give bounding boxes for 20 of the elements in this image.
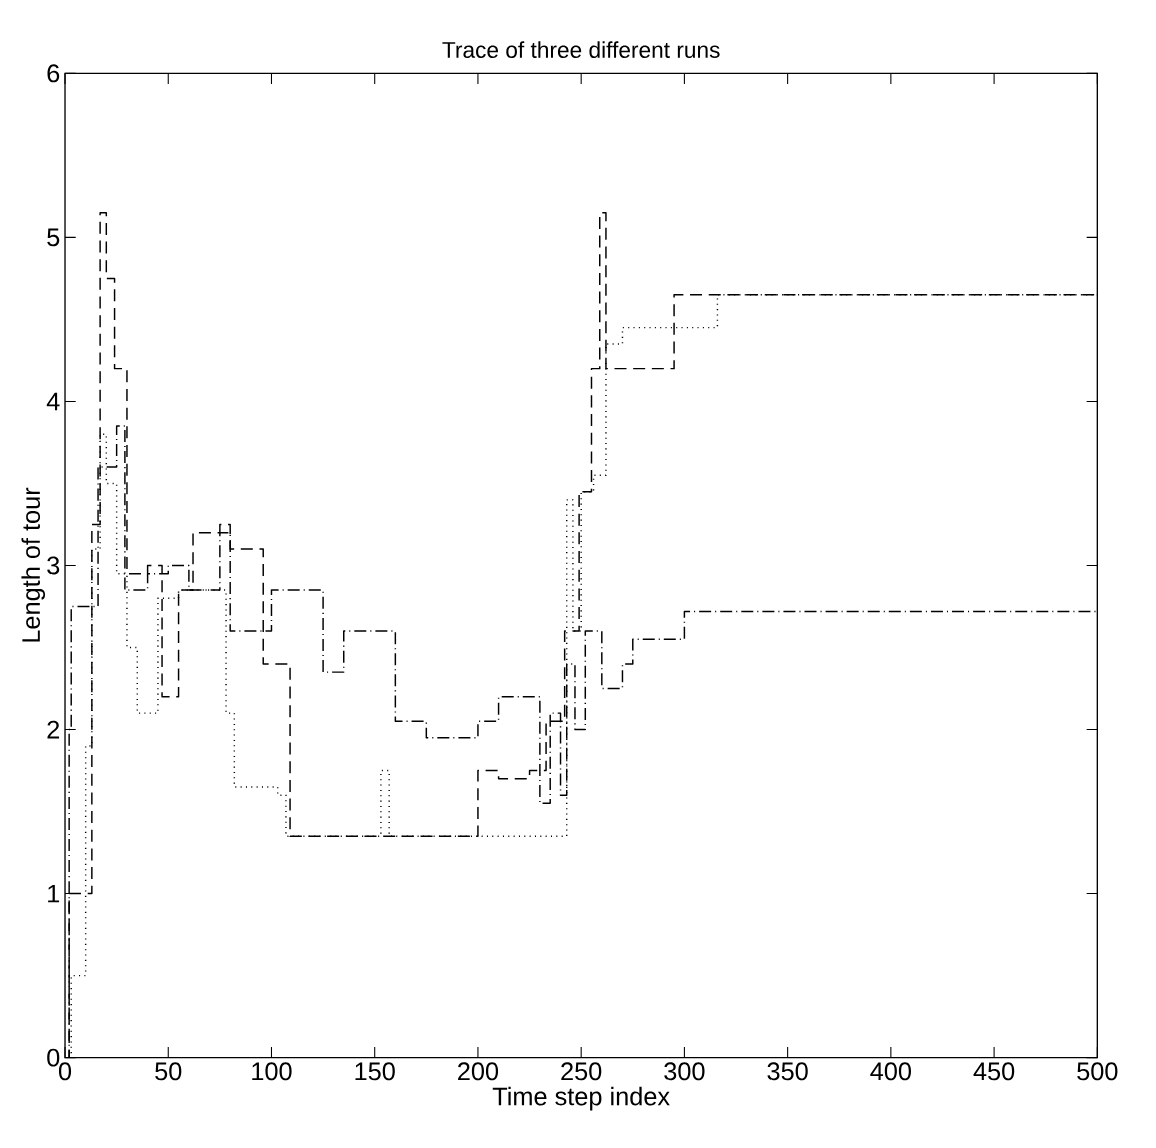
y-tick-label: 4 [46, 392, 60, 410]
x-tick-label: 300 [664, 1062, 705, 1081]
y-tick-label: 6 [47, 64, 60, 83]
x-tick-label: 100 [252, 1062, 292, 1081]
x-tick-label: 50 [155, 1062, 182, 1081]
x-tick-label: 350 [767, 1062, 808, 1081]
x-tick-label: 400 [870, 1062, 911, 1081]
x-tick-label: 250 [561, 1062, 602, 1081]
y-tick-label: 0 [47, 1048, 60, 1067]
chart-title: Trace of three different runs [442, 41, 720, 58]
x-tick-label: 200 [458, 1062, 499, 1081]
y-axis-title: Length of tour [21, 487, 46, 642]
x-tick-label: 500 [1077, 1062, 1118, 1081]
x-axis-title: Time step index [492, 1086, 670, 1111]
y-tick-label: 3 [47, 556, 60, 575]
x-tick-label: 450 [973, 1062, 1015, 1081]
y-tick-label: 5 [47, 228, 60, 247]
y-tick-label: 2 [47, 720, 60, 739]
y-tick-label: 1 [48, 884, 60, 903]
x-tick-label: 150 [355, 1062, 395, 1081]
